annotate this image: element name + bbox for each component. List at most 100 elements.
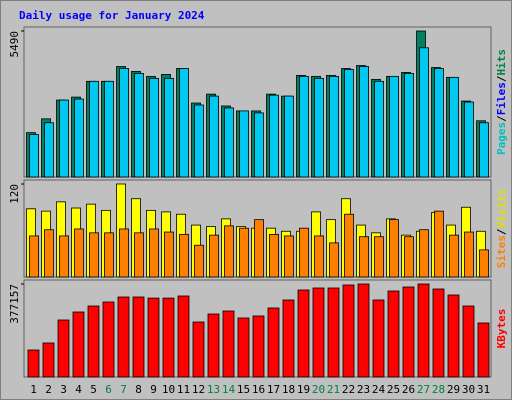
bar <box>57 319 70 378</box>
bar <box>59 235 69 278</box>
bar <box>419 229 429 278</box>
bar <box>404 236 414 278</box>
bar <box>209 95 219 178</box>
bar <box>117 296 130 378</box>
x-tick-label: 9 <box>150 383 157 396</box>
bar <box>327 287 340 378</box>
bar <box>74 228 84 278</box>
bar <box>149 228 159 278</box>
x-tick-label: 10 <box>162 383 175 396</box>
bar <box>162 297 175 378</box>
bar <box>359 66 369 178</box>
y-tick-label: 120 <box>8 184 21 204</box>
bar <box>464 231 474 278</box>
bar <box>284 235 294 278</box>
bar <box>134 73 144 178</box>
legend-item: Sites <box>495 235 508 268</box>
bar <box>102 301 115 378</box>
bar <box>434 210 444 278</box>
x-tick-label: 17 <box>267 383 280 396</box>
bar <box>74 98 84 178</box>
legend: Pages/Files/Hits <box>495 49 508 155</box>
bar <box>329 242 339 278</box>
x-tick-label: 18 <box>282 383 295 396</box>
bar <box>44 122 54 178</box>
y-tick-label: 5490 <box>8 31 21 58</box>
bar <box>89 232 99 278</box>
x-tick-label: 5 <box>90 383 97 396</box>
x-tick-label: 28 <box>432 383 445 396</box>
bar <box>374 236 384 278</box>
bar <box>72 311 85 378</box>
legend-item: Visits <box>495 189 508 229</box>
bar <box>477 322 490 378</box>
bar <box>29 134 39 178</box>
bar <box>104 232 114 278</box>
x-tick-label: 12 <box>192 383 205 396</box>
bar <box>359 236 369 278</box>
bar <box>132 296 145 378</box>
bar <box>254 112 264 178</box>
x-tick-label: 24 <box>372 383 386 396</box>
bar <box>312 287 325 378</box>
x-tick-label: 4 <box>75 383 82 396</box>
bar <box>419 47 429 178</box>
x-tick-label: 21 <box>327 383 340 396</box>
bar <box>239 227 249 278</box>
bar <box>42 342 55 378</box>
bar <box>449 76 459 178</box>
x-tick-label: 16 <box>252 383 265 396</box>
bar <box>177 295 190 378</box>
bar <box>119 68 129 178</box>
y-tick-label: 377157 <box>8 284 21 324</box>
bar <box>104 80 114 178</box>
chart-title: Daily usage for January 2024 <box>19 9 205 22</box>
bar <box>209 234 219 278</box>
bar <box>344 213 354 278</box>
bar <box>404 73 414 178</box>
legend-item: KBytes <box>495 309 508 349</box>
bar <box>87 305 100 378</box>
bar <box>254 219 264 278</box>
x-tick-label: 20 <box>312 383 325 396</box>
bar <box>447 294 460 378</box>
bar <box>299 75 309 178</box>
bar <box>299 227 309 278</box>
x-tick-label: 26 <box>402 383 415 396</box>
bar <box>479 122 489 178</box>
bar <box>357 283 370 378</box>
bar <box>372 299 385 378</box>
bar <box>284 95 294 178</box>
x-tick-label: 7 <box>120 383 127 396</box>
bar <box>147 297 160 378</box>
legend-item: / <box>495 75 508 82</box>
bar <box>269 233 279 278</box>
bar <box>402 286 415 378</box>
bar <box>134 232 144 278</box>
bar <box>389 219 399 278</box>
bar <box>462 305 475 378</box>
bar <box>269 94 279 178</box>
x-tick-label: 19 <box>297 383 310 396</box>
legend-item: Pages <box>495 122 508 155</box>
legend: KBytes <box>495 309 508 349</box>
legend-item: / <box>495 115 508 122</box>
bar <box>179 233 189 278</box>
legend: Sites/Visits <box>495 189 508 269</box>
bar <box>449 234 459 278</box>
x-tick-label: 25 <box>387 383 400 396</box>
legend-item: / <box>495 228 508 235</box>
bar <box>267 307 280 378</box>
bar <box>164 231 174 278</box>
x-tick-label: 23 <box>357 383 370 396</box>
bar <box>44 229 54 278</box>
bar <box>374 80 384 178</box>
x-tick-label: 31 <box>477 383 490 396</box>
bar <box>222 310 235 378</box>
x-tick-label: 2 <box>45 383 52 396</box>
bar <box>89 80 99 178</box>
x-tick-label: 13 <box>207 383 220 396</box>
bar <box>432 288 445 378</box>
bar <box>119 228 129 278</box>
